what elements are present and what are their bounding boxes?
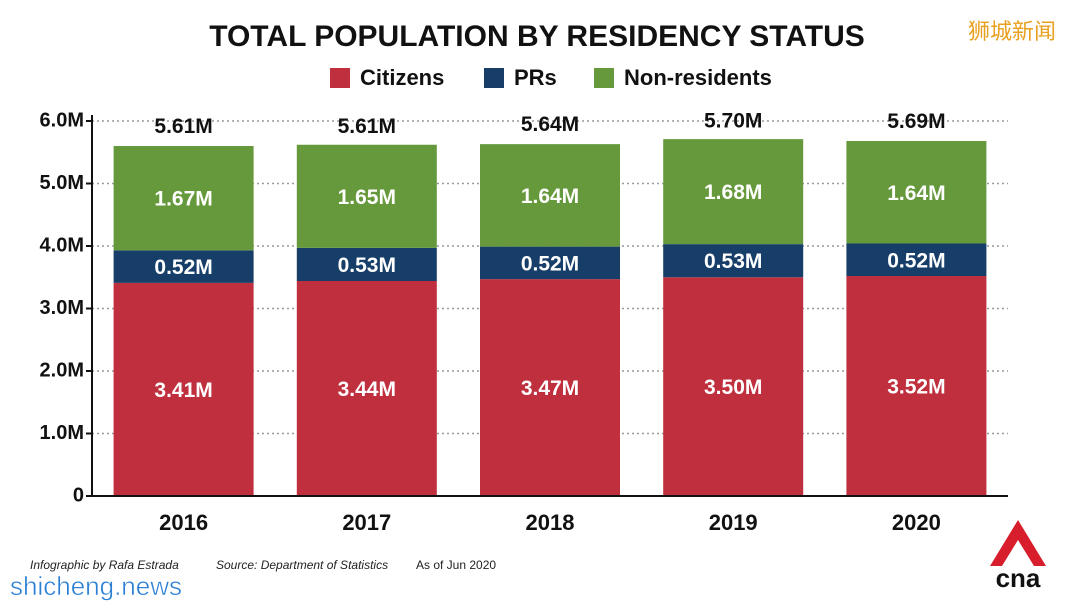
total-label: 5.69M	[887, 110, 945, 133]
value-label: 1.64M	[521, 185, 579, 208]
value-label: 0.53M	[704, 250, 762, 273]
total-label: 5.64M	[521, 113, 579, 136]
bar-segment	[846, 276, 987, 496]
bar-segment	[296, 281, 437, 496]
logo-text: cna	[996, 563, 1041, 593]
y-tick-label: 1.0M	[40, 422, 84, 444]
legend-swatch	[594, 68, 614, 88]
value-label: 1.64M	[887, 182, 945, 205]
total-label: 5.61M	[154, 115, 212, 138]
value-label: 0.52M	[154, 256, 212, 279]
x-tick-label: 2017	[342, 510, 391, 535]
x-tick-label: 2016	[159, 510, 208, 535]
legend-label: Non-residents	[624, 65, 772, 90]
y-tick-label: 2.0M	[40, 359, 84, 381]
legend-label: PRs	[514, 65, 557, 90]
bar-segment	[663, 277, 804, 496]
y-tick-label: 6.0M	[40, 109, 84, 131]
value-label: 3.41M	[154, 379, 212, 402]
legend-swatch	[330, 68, 350, 88]
bar-segment	[846, 243, 987, 276]
bar-segment	[113, 250, 254, 283]
value-label: 0.52M	[887, 249, 945, 272]
chart-title: TOTAL POPULATION BY RESIDENCY STATUS	[209, 20, 865, 53]
value-label: 0.53M	[338, 254, 396, 277]
bar-segment	[663, 139, 804, 245]
value-label: 3.44M	[338, 378, 396, 401]
value-label: 3.52M	[887, 376, 945, 399]
legend-label: Citizens	[360, 65, 444, 90]
site-watermark: shicheng.news	[10, 571, 182, 601]
y-tick-label: 3.0M	[40, 297, 84, 319]
x-tick-label: 2019	[709, 510, 758, 535]
credit: Source: Department of Statistics	[216, 558, 388, 572]
y-tick-label: 5.0M	[40, 172, 84, 194]
logo-mark	[990, 520, 1046, 566]
value-label: 1.68M	[704, 181, 762, 204]
bar-segment	[480, 246, 620, 280]
value-label: 1.65M	[338, 186, 396, 209]
value-label: 3.47M	[521, 377, 579, 400]
total-label: 5.70M	[704, 109, 762, 132]
value-label: 1.67M	[154, 188, 212, 211]
credit: As of Jun 2020	[416, 558, 496, 572]
bar-segment	[113, 146, 254, 251]
bar-segment	[663, 244, 804, 278]
bar-segment	[296, 247, 437, 281]
value-label: 0.52M	[521, 252, 579, 275]
x-tick-label: 2018	[526, 510, 575, 535]
value-label: 3.50M	[704, 376, 762, 399]
bar-segment	[480, 144, 620, 247]
credit: Infographic by Rafa Estrada	[30, 558, 179, 572]
y-tick-label: 0	[73, 484, 84, 506]
bar-segment	[846, 141, 987, 244]
legend-swatch	[484, 68, 504, 88]
bar-segment	[296, 144, 437, 248]
total-label: 5.61M	[338, 115, 396, 138]
watermark: 狮城新闻	[968, 19, 1056, 44]
x-tick-label: 2020	[892, 510, 941, 535]
y-tick-label: 4.0M	[40, 234, 84, 256]
bar-segment	[480, 279, 620, 496]
bar-segment	[113, 282, 254, 496]
